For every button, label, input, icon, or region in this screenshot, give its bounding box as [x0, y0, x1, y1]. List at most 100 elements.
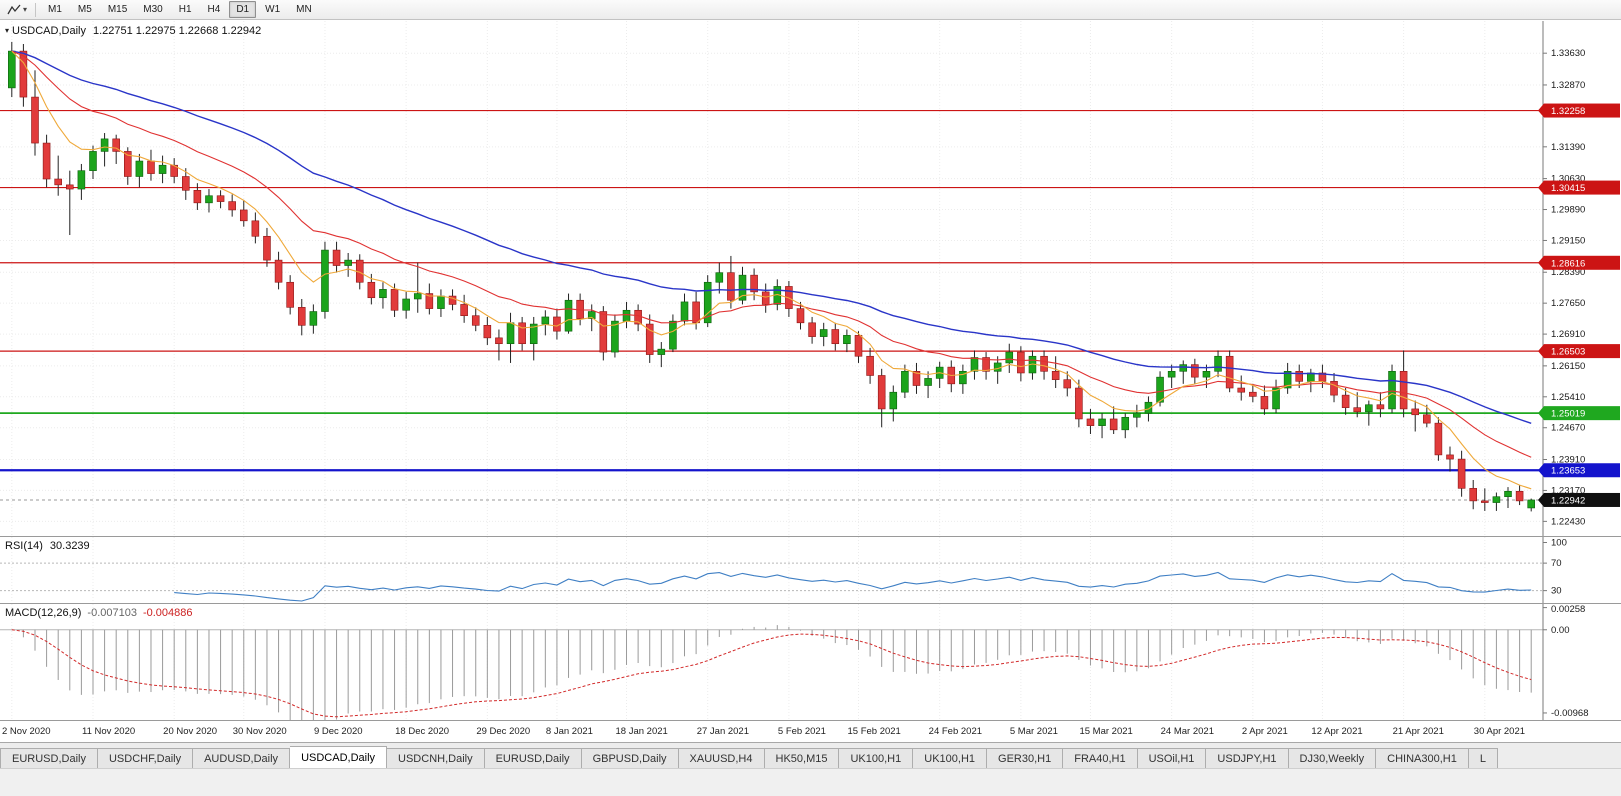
main-chart-pane[interactable]: 1.33630 1.32870 1.31390 1.30630 1.29890 1.291…	[0, 21, 1621, 536]
svg-text:5 Mar 2021: 5 Mar 2021	[1010, 726, 1058, 737]
svg-text:1.28390: 1.28390	[1551, 267, 1585, 278]
svg-text:24 Feb 2021: 24 Feb 2021	[929, 726, 982, 737]
timeframe-button-m15[interactable]: M15	[107, 4, 128, 15]
chart-tab-usoil-h1[interactable]: USOil,H1	[1137, 748, 1207, 769]
svg-text:30: 30	[1551, 586, 1562, 597]
chart-tab-audusd-daily[interactable]: AUDUSD,Daily	[193, 748, 291, 769]
svg-text:12 Apr 2021: 12 Apr 2021	[1311, 726, 1362, 737]
svg-text:11 Nov 2020: 11 Nov 2020	[82, 726, 135, 737]
svg-text:1.25410: 1.25410	[1551, 392, 1585, 403]
svg-text:1.26150: 1.26150	[1551, 361, 1585, 372]
svg-text:1.22942: 1.22942	[1551, 495, 1585, 506]
macd-signal-line	[11, 629, 1532, 718]
svg-text:1.30415: 1.30415	[1551, 183, 1585, 194]
timeframe-button-h4[interactable]: H4	[207, 4, 221, 15]
chart-tab-usdchf-daily[interactable]: USDCHF,Daily	[97, 748, 194, 769]
chart-tab-gbpusd-daily[interactable]: GBPUSD,Daily	[581, 748, 679, 769]
svg-text:9 Dec 2020: 9 Dec 2020	[314, 726, 363, 737]
rsi-indicator-pane[interactable]: 100 70 30	[0, 537, 1621, 603]
svg-text:100: 100	[1551, 538, 1567, 549]
timeframe-button-d1[interactable]: D1	[229, 1, 257, 18]
timeframe-button-m30[interactable]: M30	[143, 4, 163, 15]
zigzag-icon	[7, 4, 21, 15]
svg-text:21 Apr 2021: 21 Apr 2021	[1393, 726, 1444, 737]
chart-tab-eurusd-daily[interactable]: EURUSD,Daily	[484, 748, 582, 769]
macd-main-value: -0.007103	[87, 607, 137, 619]
svg-text:24 Mar 2021: 24 Mar 2021	[1161, 726, 1214, 737]
svg-text:18 Jan 2021: 18 Jan 2021	[616, 726, 668, 737]
svg-text:30 Nov 2020: 30 Nov 2020	[233, 726, 287, 737]
rsi-panel[interactable]: 100 70 30	[0, 537, 1621, 603]
chart-style-dropdown-button[interactable]: ▾	[3, 2, 31, 17]
timeframe-button-m1[interactable]: M1	[48, 4, 62, 15]
chart-tab-xauusd-h4[interactable]: XAUUSD,H4	[678, 748, 765, 769]
chart-tab-dj30-weekly[interactable]: DJ30,Weekly	[1288, 748, 1377, 769]
grid-lines	[0, 21, 1543, 536]
svg-text:1.23653: 1.23653	[1551, 466, 1585, 477]
svg-text:1.32870: 1.32870	[1551, 80, 1585, 91]
chart-tab-usdcnh-daily[interactable]: USDCNH,Daily	[387, 748, 485, 769]
timeframe-buttons: M1 M5 M15 M30 H1 H4 D1 W1 MN	[40, 1, 320, 18]
svg-text:1.33630: 1.33630	[1551, 48, 1585, 59]
svg-text:0.00258: 0.00258	[1551, 604, 1585, 615]
svg-text:1.28616: 1.28616	[1551, 258, 1585, 269]
svg-text:15 Feb 2021: 15 Feb 2021	[847, 726, 900, 737]
timeframe-button-h1[interactable]: H1	[178, 4, 192, 15]
chart-tab-eurusd-daily[interactable]: EURUSD,Daily	[0, 748, 98, 769]
chart-tab-china300-h1[interactable]: CHINA300,H1	[1376, 748, 1469, 769]
svg-text:1.31390: 1.31390	[1551, 142, 1585, 153]
price-axis: 1.33630 1.32870 1.31390 1.30630 1.29890 1.291…	[1538, 21, 1621, 536]
chart-tab-usdjpy-h1[interactable]: USDJPY,H1	[1206, 748, 1289, 769]
chart-tabbar: EURUSD,Daily USDCHF,Daily AUDUSD,Daily USDC…	[0, 742, 1621, 769]
chart-symbol-period: USDCAD,Daily	[12, 25, 86, 37]
chart-tab-usdcad-daily[interactable]: USDCAD,Daily	[290, 746, 388, 769]
price-chart[interactable]: 1.33630 1.32870 1.31390 1.30630 1.29890 1.291…	[0, 21, 1621, 536]
timeframe-button-m5[interactable]: M5	[77, 4, 92, 15]
svg-text:1.29150: 1.29150	[1551, 235, 1585, 246]
pane-divider	[0, 720, 1621, 721]
chart-tab-hk50-m15[interactable]: HK50,M15	[764, 748, 840, 769]
svg-text:2 Apr 2021: 2 Apr 2021	[1242, 726, 1288, 737]
rsi-name: RSI(14)	[5, 540, 43, 552]
svg-text:70: 70	[1551, 558, 1562, 569]
macd-name: MACD(12,26,9)	[5, 607, 82, 619]
rsi-value: 30.3239	[49, 540, 90, 552]
svg-text:5 Feb 2021: 5 Feb 2021	[778, 726, 826, 737]
timeframe-button-mn[interactable]: MN	[296, 4, 312, 15]
macd-label: MACD(12,26,9) -0.007103 -0.004886	[5, 607, 193, 619]
svg-text:8 Jan 2021: 8 Jan 2021	[546, 726, 593, 737]
chart-tab-uk100-h1[interactable]: UK100,H1	[839, 748, 914, 769]
candles-group	[8, 41, 1535, 512]
date-labels: 2 Nov 2020 11 Nov 2020 20 Nov 2020 30 Nov 2…	[2, 726, 1525, 737]
svg-text:27 Jan 2021: 27 Jan 2021	[697, 726, 749, 737]
time-axis[interactable]: 2 Nov 2020 11 Nov 2020 20 Nov 2020 30 Nov 2…	[0, 721, 1621, 742]
macd-histogram	[22, 625, 1532, 720]
chart-title: ▾ USDCAD,Daily 1.22751 1.22975 1.22668 1.2…	[5, 25, 261, 37]
rsi-line	[174, 571, 1532, 602]
rsi-label: RSI(14) 30.3239	[5, 540, 90, 552]
chart-ohlc-values: 1.22751 1.22975 1.22668 1.22942	[92, 25, 262, 37]
chart-tab-ger30-h1[interactable]: GER30,H1	[987, 748, 1064, 769]
pane-divider[interactable]	[0, 536, 1621, 537]
chart-tab-l[interactable]: L	[1468, 748, 1498, 769]
svg-text:1.25019: 1.25019	[1551, 409, 1585, 420]
svg-text:1.22430: 1.22430	[1551, 516, 1585, 527]
medium-ma-red	[11, 50, 1532, 458]
timeframe-button-w1[interactable]: W1	[265, 4, 281, 15]
svg-text:29 Dec 2020: 29 Dec 2020	[476, 726, 530, 737]
svg-text:1.32258: 1.32258	[1551, 106, 1585, 117]
chart-tab-fra40-h1[interactable]: FRA40,H1	[1063, 748, 1138, 769]
svg-text:1.29890: 1.29890	[1551, 205, 1585, 216]
svg-text:15 Mar 2021: 15 Mar 2021	[1079, 726, 1132, 737]
macd-indicator-pane[interactable]: 0.00258 0.00 -0.00968	[0, 604, 1621, 720]
ma-lines	[11, 50, 1532, 490]
svg-text:18 Dec 2020: 18 Dec 2020	[395, 726, 449, 737]
chart-tab-uk100-h1[interactable]: UK100,H1	[913, 748, 988, 769]
svg-text:1.23910: 1.23910	[1551, 455, 1585, 466]
svg-text:1.24670: 1.24670	[1551, 423, 1585, 434]
svg-text:1.27650: 1.27650	[1551, 298, 1585, 309]
dropdown-caret-icon: ▾	[23, 4, 28, 14]
pane-divider[interactable]	[0, 603, 1621, 604]
macd-panel[interactable]: 0.00258 0.00 -0.00968	[0, 604, 1621, 720]
